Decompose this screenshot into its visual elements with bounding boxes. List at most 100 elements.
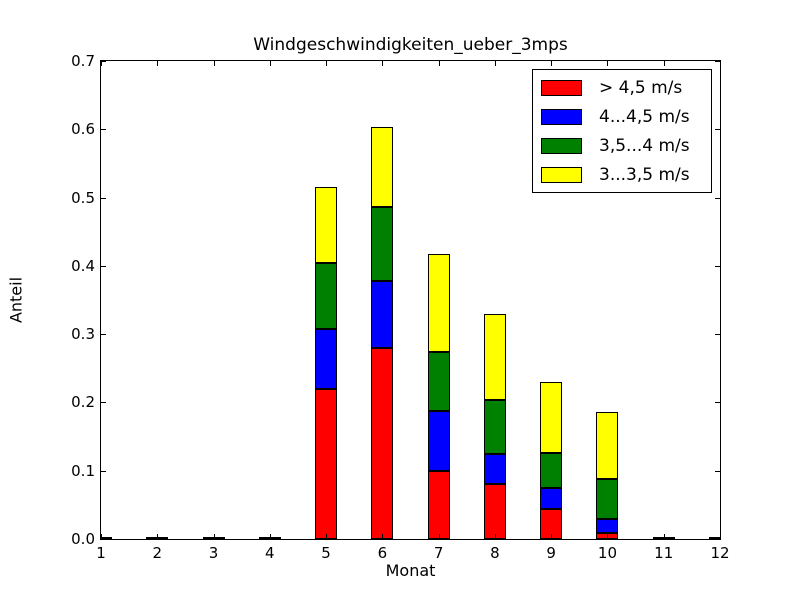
- bar-segment: [427, 352, 450, 411]
- x-tick-mark: [551, 61, 552, 66]
- x-tick-mark: [664, 534, 665, 539]
- y-tick-label: 0.5: [71, 188, 95, 207]
- bar-segment: [315, 389, 338, 539]
- bar-segment: [427, 254, 450, 352]
- legend-label: 3,5...4 m/s: [599, 135, 690, 156]
- x-tick-mark: [439, 534, 440, 539]
- legend-label: 4...4,5 m/s: [599, 106, 690, 127]
- bar-segment: [315, 187, 338, 263]
- y-tick-mark: [101, 61, 106, 62]
- x-tick-mark: [157, 534, 158, 539]
- bar-zero: [709, 537, 720, 539]
- bar-segment: [427, 411, 450, 471]
- y-tick-label: 0.6: [71, 120, 95, 139]
- bar-segment: [315, 329, 338, 389]
- x-tick-mark: [157, 61, 158, 66]
- x-tick-mark: [214, 61, 215, 66]
- bar-segment: [371, 348, 394, 539]
- x-tick-mark: [270, 534, 271, 539]
- legend-label: 3...3,5 m/s: [599, 164, 690, 185]
- bar-segment: [483, 454, 506, 484]
- x-tick-label: 2: [152, 544, 163, 562]
- legend-row: 4...4,5 m/s: [533, 102, 711, 131]
- y-tick-label: 0.7: [71, 52, 95, 70]
- legend: > 4,5 m/s 4...4,5 m/s 3,5...4 m/s 3...3,5 m…: [532, 69, 712, 193]
- x-tick-mark: [720, 61, 721, 66]
- x-tick-label: 3: [208, 544, 219, 562]
- y-tick-mark: [101, 266, 106, 267]
- x-tick-label: 8: [490, 544, 500, 562]
- x-tick-mark: [439, 61, 440, 66]
- x-tick-label: 5: [321, 544, 331, 562]
- y-tick-label: 0.3: [71, 325, 95, 344]
- y-tick-mark: [715, 198, 720, 199]
- x-tick-mark: [720, 534, 721, 539]
- x-tick-label: 4: [265, 544, 275, 562]
- x-tick-mark: [214, 534, 215, 539]
- y-tick-mark: [715, 129, 720, 130]
- bar-zero: [202, 537, 225, 539]
- legend-label: > 4,5 m/s: [599, 77, 683, 98]
- bar-segment: [371, 127, 394, 207]
- x-tick-label: 10: [597, 544, 617, 562]
- x-tick-mark: [551, 534, 552, 539]
- y-tick-mark: [101, 129, 106, 130]
- legend-row: 3...3,5 m/s: [533, 160, 711, 189]
- x-tick-label: 1: [96, 544, 106, 562]
- bar-segment: [596, 412, 619, 479]
- y-tick-label: 0.4: [71, 256, 95, 275]
- y-tick-mark: [101, 539, 106, 540]
- x-tick-mark: [607, 534, 608, 539]
- x-tick-label: 7: [433, 544, 444, 562]
- x-tick-mark: [607, 61, 608, 66]
- x-tick-label: 11: [654, 544, 674, 562]
- bar-zero: [652, 537, 675, 539]
- bar-segment: [540, 488, 563, 509]
- bar-segment: [427, 471, 450, 539]
- legend-swatch: [541, 166, 582, 183]
- y-tick-mark: [101, 471, 106, 472]
- x-tick-mark: [495, 61, 496, 66]
- y-tick-mark: [101, 402, 106, 403]
- y-tick-label: 0.1: [71, 461, 95, 480]
- x-tick-mark: [382, 534, 383, 539]
- x-tick-mark: [495, 534, 496, 539]
- x-tick-mark: [326, 534, 327, 539]
- y-tick-label: 0.0: [71, 530, 95, 548]
- x-tick-mark: [101, 534, 102, 539]
- legend-swatch: [541, 137, 582, 154]
- legend-row: > 4,5 m/s: [533, 73, 711, 102]
- y-axis-label-text: Anteil: [6, 276, 26, 324]
- bar-segment: [371, 281, 394, 348]
- bar-segment: [540, 382, 563, 453]
- y-tick-mark: [715, 539, 720, 540]
- bar-segment: [371, 207, 394, 281]
- x-tick-mark: [101, 61, 102, 66]
- legend-swatch: [541, 79, 582, 96]
- bar-zero: [101, 537, 112, 539]
- y-tick-mark: [715, 266, 720, 267]
- y-tick-mark: [715, 61, 720, 62]
- chart-title: Windgeschwindigkeiten_ueber_3mps: [253, 35, 568, 55]
- x-tick-mark: [664, 61, 665, 66]
- x-tick-label: 6: [377, 544, 388, 562]
- bar-segment: [315, 263, 338, 329]
- y-tick-label: 0.2: [71, 393, 95, 412]
- y-tick-mark: [101, 198, 106, 199]
- x-tick-label: 12: [710, 544, 730, 562]
- x-tick-label: 9: [546, 544, 556, 562]
- x-axis-label: Monat: [385, 561, 436, 580]
- y-tick-mark: [101, 334, 106, 335]
- y-tick-mark: [715, 402, 720, 403]
- legend-swatch: [541, 108, 582, 125]
- bar-segment: [483, 484, 506, 539]
- x-tick-mark: [326, 61, 327, 66]
- bar-segment: [483, 314, 506, 400]
- bar-segment: [596, 479, 619, 519]
- bar-segment: [596, 519, 619, 533]
- y-tick-mark: [715, 471, 720, 472]
- x-tick-mark: [382, 61, 383, 66]
- bar-segment: [483, 400, 506, 454]
- x-tick-mark: [270, 61, 271, 66]
